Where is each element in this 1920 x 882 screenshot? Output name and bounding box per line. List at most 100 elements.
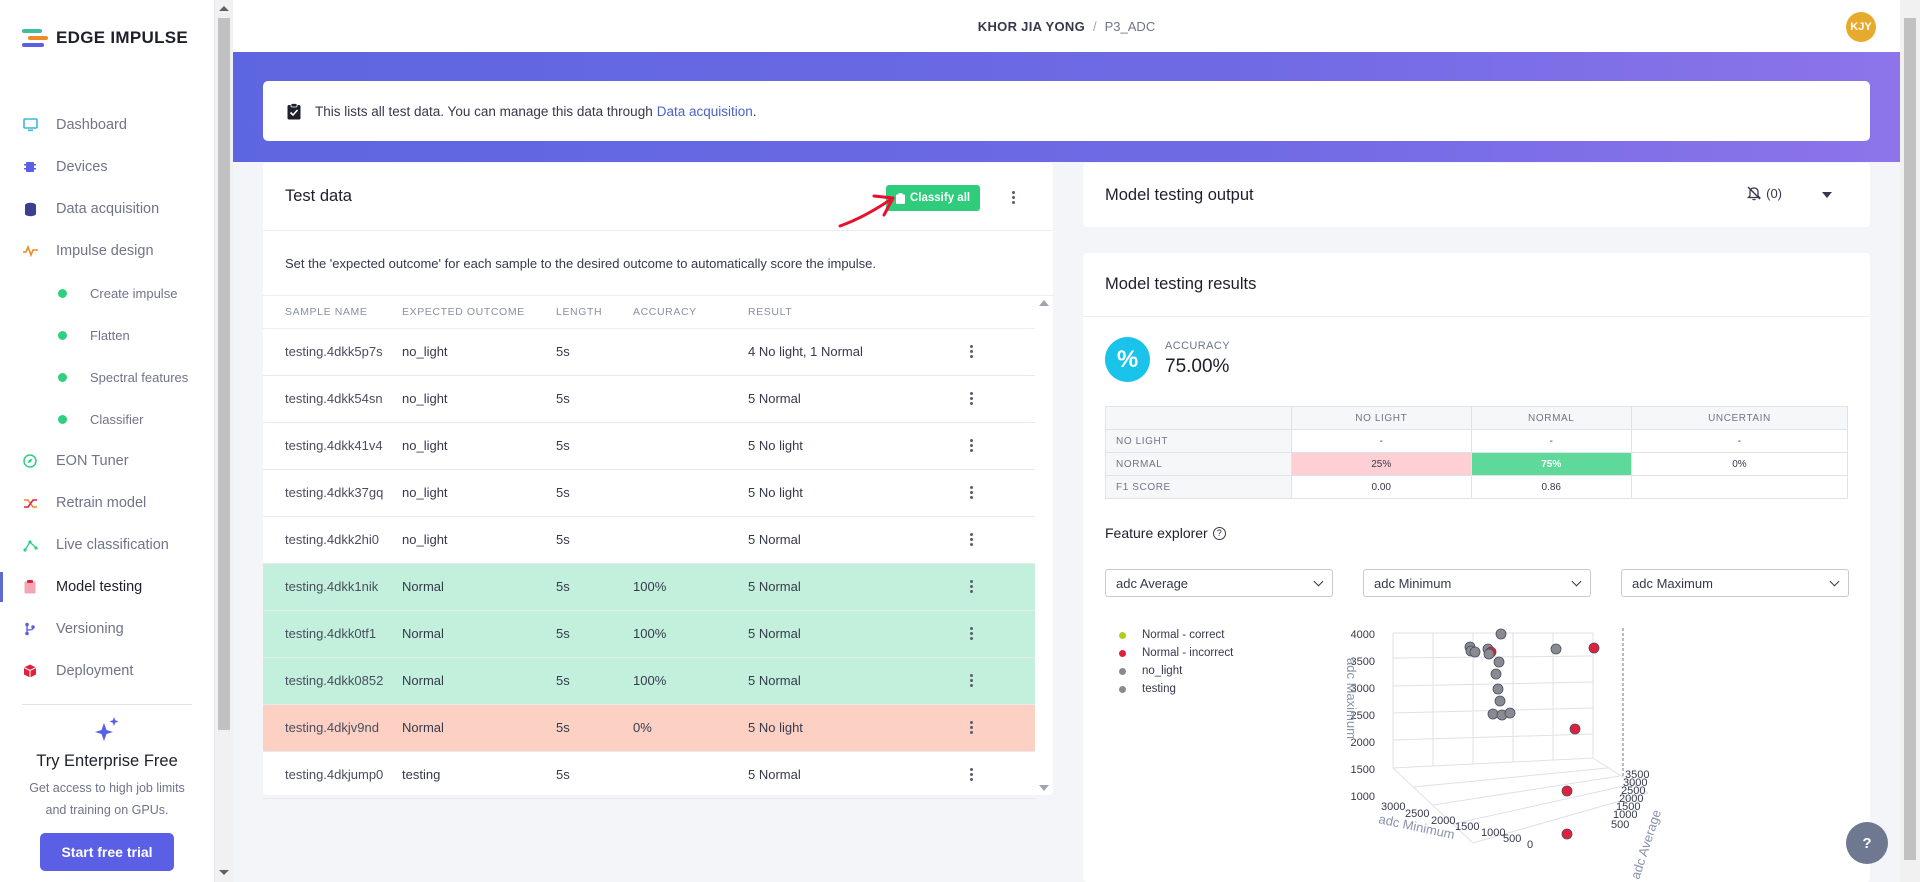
plot-point[interactable] (1492, 683, 1504, 695)
z-tick: 1000 (1351, 791, 1375, 803)
feature-explorer-3d-plot[interactable]: 4000 3500 3000 2500 2000 1500 1000 3000 … (1333, 618, 1678, 882)
brand-logo[interactable]: EDGE IMPULSE (22, 28, 188, 48)
sidebar-item-model-testing[interactable]: Model testing (0, 566, 214, 608)
plot-point[interactable] (1483, 648, 1495, 660)
column-header[interactable]: LENGTH (556, 296, 633, 329)
status-dot-icon (58, 288, 67, 298)
scroll-up-arrow-icon[interactable] (1039, 300, 1049, 306)
scrollbar-thumb[interactable] (1904, 18, 1916, 860)
plot-point[interactable] (1569, 723, 1581, 735)
accuracy-cell: 100% (633, 610, 748, 658)
column-header[interactable]: RESULT (748, 296, 963, 329)
plot-point[interactable] (1504, 707, 1516, 719)
z-axis-select[interactable]: adc Maximum (1621, 569, 1849, 597)
sidebar-item-retrain-model[interactable]: Retrain model (0, 482, 214, 524)
plot-point[interactable] (1494, 695, 1506, 707)
shuffle-icon (22, 495, 38, 511)
data-acquisition-link[interactable]: Data acquisition (656, 103, 753, 119)
table-row[interactable]: testing.4dkk1nik Normal 5s 100% 5 Normal (263, 563, 1035, 611)
scroll-down-arrow-icon[interactable] (1039, 785, 1049, 791)
row-menu-kebab-icon[interactable] (963, 579, 979, 595)
notifications-toggle[interactable]: (0) (1746, 185, 1782, 201)
column-header[interactable]: EXPECTED OUTCOME (402, 296, 556, 329)
test-data-menu-kebab-icon[interactable] (1005, 189, 1021, 205)
expected-outcome-cell: no_light (402, 516, 556, 564)
sidebar-item-eon-tuner[interactable]: EON Tuner (0, 440, 214, 482)
x-tick: 3000 (1381, 801, 1405, 813)
sidebar-item-label: Model testing (56, 579, 143, 595)
user-avatar[interactable]: KJY (1846, 12, 1876, 42)
column-header[interactable]: SAMPLE NAME (263, 296, 402, 329)
plot-axis-labels: adc Maximum adc Minimum adc Average (1344, 658, 1664, 881)
plot-point[interactable] (1487, 708, 1499, 720)
table-row[interactable]: testing.4dkk54sn no_light 5s 5 Normal (263, 375, 1035, 423)
table-row[interactable]: testing.4dkk0852 Normal 5s 100% 5 Normal (263, 657, 1035, 705)
table-scrollbar[interactable] (1035, 296, 1053, 795)
scroll-up-arrow-icon[interactable] (219, 6, 229, 11)
start-free-trial-button[interactable]: Start free trial (40, 833, 174, 871)
table-row[interactable]: testing.4dkk41v4 no_light 5s 5 No light (263, 422, 1035, 470)
row-menu-kebab-icon[interactable] (963, 485, 979, 501)
plot-point[interactable] (1561, 785, 1573, 797)
breadcrumb-project[interactable]: P3_ADC (1104, 18, 1156, 34)
row-menu-kebab-icon[interactable] (963, 438, 979, 454)
legend-swatch (1119, 631, 1126, 639)
database-icon (22, 201, 38, 217)
help-button[interactable]: ? (1846, 822, 1888, 864)
confusion-cell: 0% (1630, 452, 1849, 476)
edge-impulse-logo-icon (22, 29, 48, 47)
row-menu-kebab-icon[interactable] (963, 720, 979, 736)
sidebar-item-live-classification[interactable]: Live classification (0, 524, 214, 566)
row-menu-kebab-icon[interactable] (963, 391, 979, 407)
column-header[interactable]: ACCURACY (633, 296, 748, 329)
legend-item[interactable]: testing (1119, 680, 1233, 698)
plot-point[interactable] (1493, 656, 1505, 668)
page-scrollbar[interactable] (1900, 0, 1920, 882)
plot-point[interactable] (1495, 628, 1507, 640)
plot-point[interactable] (1588, 642, 1600, 654)
plot-point[interactable] (1561, 828, 1573, 840)
sidebar-item-deployment[interactable]: Deployment (0, 650, 214, 692)
accuracy-value: 75.00% (1165, 356, 1230, 377)
row-menu-kebab-icon[interactable] (963, 626, 979, 642)
plot-point[interactable] (1550, 643, 1562, 655)
scrollbar-thumb[interactable] (218, 18, 230, 730)
row-menu-kebab-icon[interactable] (963, 532, 979, 548)
row-menu-kebab-icon[interactable] (963, 344, 979, 360)
table-row[interactable]: testing.4dkk37gq no_light 5s 5 No light (263, 469, 1035, 517)
sidebar-subitem-classifier[interactable]: Classifier (0, 398, 214, 440)
sidebar-item-dashboard[interactable]: Dashboard (0, 104, 214, 146)
legend-item[interactable]: Normal - incorrect (1119, 644, 1233, 662)
sidebar-subitem-create-impulse[interactable]: Create impulse (0, 272, 214, 314)
sidebar-item-data-acquisition[interactable]: Data acquisition (0, 188, 214, 230)
model-testing-output-card[interactable]: Model testing output (0) (1083, 163, 1870, 227)
help-circle-icon[interactable]: ? (1212, 526, 1226, 540)
table-row[interactable]: testing.4dkk5p7s no_light 5s 4 No light, 1 … (263, 328, 1035, 376)
sidebar-subitem-spectral-features[interactable]: Spectral features (0, 356, 214, 398)
y-tick: 1000 (1613, 809, 1637, 821)
table-row[interactable]: testing.4dkk0tf1 Normal 5s 100% 5 Normal (263, 610, 1035, 658)
sidebar-item-versioning[interactable]: Versioning (0, 608, 214, 650)
expected-outcome-cell: no_light (402, 375, 556, 423)
legend-item[interactable]: no_light (1119, 662, 1233, 680)
plot-point[interactable] (1490, 668, 1502, 680)
legend-item[interactable]: Normal - correct (1119, 626, 1233, 644)
x-axis-select[interactable]: adc Average (1105, 569, 1333, 597)
brand-name: EDGE IMPULSE (56, 28, 189, 47)
sidebar-item-impulse-design[interactable]: Impulse design (0, 230, 214, 272)
plot-point[interactable] (1469, 646, 1481, 658)
sidebar-item-devices[interactable]: Devices (0, 146, 214, 188)
accuracy-cell (633, 751, 748, 799)
row-menu-kebab-icon[interactable] (963, 673, 979, 689)
sidebar-subitem-flatten[interactable]: Flatten (0, 314, 214, 356)
sidebar-scrollbar[interactable] (215, 0, 233, 882)
caret-down-icon[interactable] (1822, 192, 1832, 198)
row-menu-kebab-icon[interactable] (963, 767, 979, 783)
scroll-down-arrow-icon[interactable] (219, 870, 229, 875)
breadcrumb-user[interactable]: KHOR JIA YONG (977, 18, 1085, 34)
classify-all-button[interactable]: Classify all (886, 185, 981, 211)
table-row[interactable]: testing.4dkjump0 testing 5s 5 Normal (263, 751, 1035, 799)
table-row[interactable]: testing.4dkk2hi0 no_light 5s 5 Normal (263, 516, 1035, 564)
y-axis-select[interactable]: adc Minimum (1363, 569, 1591, 597)
table-row[interactable]: testing.4dkjv9nd Normal 5s 0% 5 No light (263, 704, 1035, 752)
